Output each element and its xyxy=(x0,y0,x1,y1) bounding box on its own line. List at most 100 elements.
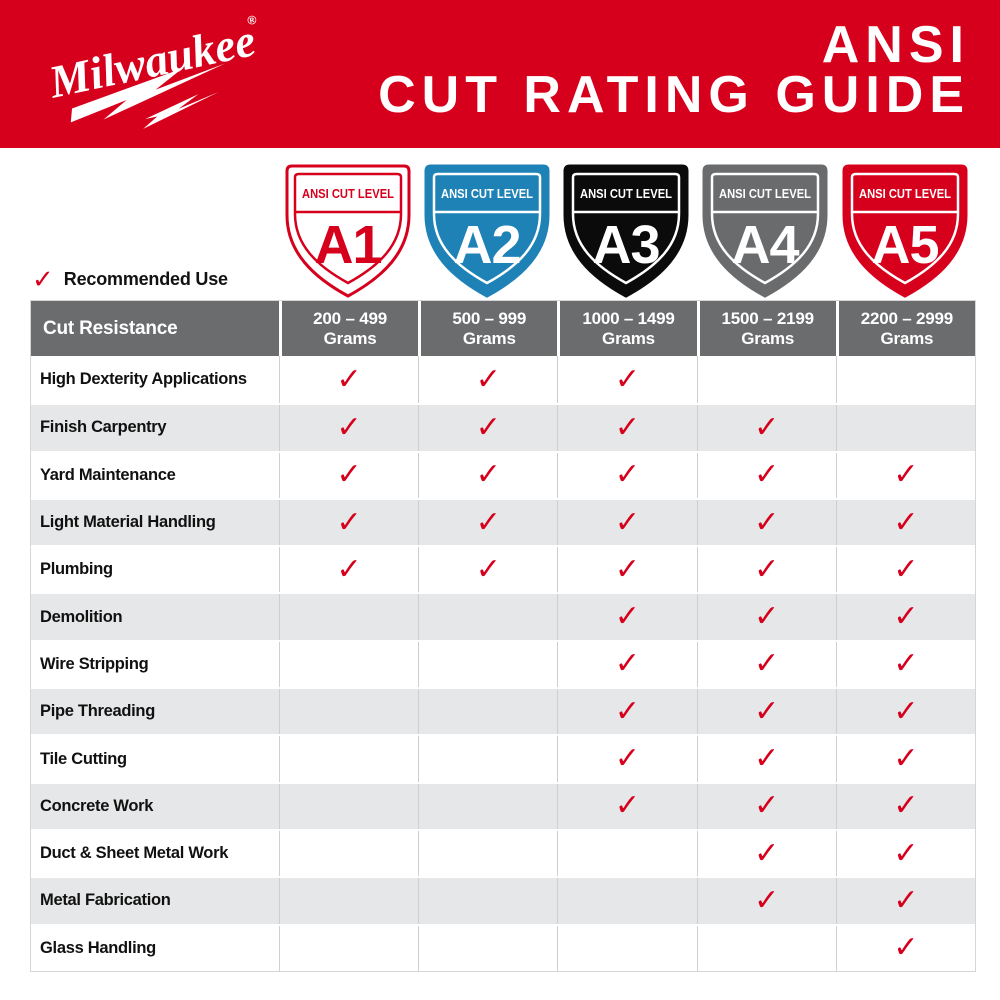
gram-range: 1500 – 2199 xyxy=(721,308,815,328)
column-header-a5: 2200 – 2999 Grams xyxy=(835,301,975,356)
checkmark-icon: ✓ xyxy=(893,552,919,586)
check-cell-a4 xyxy=(696,925,836,971)
check-cell-a5: ✓ xyxy=(835,878,975,924)
check-cell-a4: ✓ xyxy=(696,452,836,498)
ansi-level-badge-a5: ANSI CUT LEVEL A5 xyxy=(840,163,970,299)
check-cell-a5: ✓ xyxy=(835,499,975,546)
row-label-cell: Glass Handling xyxy=(31,926,279,971)
corner-header-label: Cut Resistance xyxy=(43,317,178,339)
row-label: Wire Stripping xyxy=(40,654,149,673)
row-label: Light Material Handling xyxy=(40,513,216,532)
checkmark-icon: ✓ xyxy=(893,789,919,823)
row-label-cell: Metal Fabrication xyxy=(31,878,279,923)
badge-band-label: ANSI CUT LEVEL xyxy=(719,186,811,201)
check-cell-a2 xyxy=(418,736,557,782)
check-cell-a4: ✓ xyxy=(696,405,836,451)
column-header-a2: 500 – 999 Grams xyxy=(418,301,558,356)
row-label: Duct & Sheet Metal Work xyxy=(40,844,229,863)
check-cell-a4: ✓ xyxy=(696,641,836,688)
checkmark-icon: ✓ xyxy=(893,931,919,965)
checkmark-icon: ✓ xyxy=(614,742,641,776)
checkmark-icon: ✓ xyxy=(754,600,780,634)
check-cell-a5 xyxy=(835,356,975,404)
checkmark-icon: ✓ xyxy=(475,552,501,586)
check-cell-a2 xyxy=(418,689,557,735)
check-cell-a3 xyxy=(557,925,696,971)
check-cell-a2 xyxy=(418,878,557,924)
checkmark-icon: ✓ xyxy=(614,362,641,396)
check-cell-a2: ✓ xyxy=(418,452,557,498)
gram-range: 500 – 999 xyxy=(452,308,527,328)
corner-header-cut-resistance: Cut Resistance xyxy=(31,301,279,356)
check-cell-a4: ✓ xyxy=(696,878,836,924)
check-cell-a5: ✓ xyxy=(835,830,975,877)
badge-band-label: ANSI CUT LEVEL xyxy=(859,186,951,201)
check-cell-a5: ✓ xyxy=(835,594,975,640)
column-header-a3: 1000 – 1499 Grams xyxy=(557,301,697,356)
checkmark-icon: ✓ xyxy=(893,600,919,634)
table-row: Yard Maintenance ✓ ✓ ✓ ✓ ✓ xyxy=(31,450,975,498)
check-cell-a1 xyxy=(279,736,418,782)
badge-level-text: A2 xyxy=(453,215,520,275)
ansi-level-badge-a4: ANSI CUT LEVEL A4 xyxy=(700,163,830,299)
gram-range: 200 – 499 xyxy=(313,308,388,328)
row-label-cell: Demolition xyxy=(31,594,279,639)
checkmark-icon: ✓ xyxy=(475,362,501,396)
check-cell-a1 xyxy=(279,783,418,829)
checkmark-icon: ✓ xyxy=(893,647,919,681)
title-line-ansi: ANSI xyxy=(821,16,970,74)
checkmark-icon: ✓ xyxy=(893,883,919,917)
gram-range: 1000 – 1499 xyxy=(582,308,675,328)
row-label-cell: Duct & Sheet Metal Work xyxy=(31,831,279,876)
badge-level-text: A4 xyxy=(731,215,799,275)
check-cell-a2: ✓ xyxy=(418,405,557,451)
row-label: Tile Cutting xyxy=(40,749,127,768)
row-label: Concrete Work xyxy=(40,796,154,815)
table-row: High Dexterity Applications ✓ ✓ ✓ xyxy=(31,356,975,404)
badge-level-text: A3 xyxy=(592,215,659,275)
checkmark-icon: ✓ xyxy=(336,458,362,492)
check-cell-a3 xyxy=(557,878,696,924)
table-header-row: Cut Resistance 200 – 499 Grams 500 – 999… xyxy=(31,301,975,356)
checkmark-icon: ✓ xyxy=(336,410,362,444)
row-label: Metal Fabrication xyxy=(40,891,171,910)
table-row: Wire Stripping ✓ ✓ ✓ xyxy=(31,639,975,688)
gram-range: 2200 – 2999 xyxy=(860,308,954,328)
check-cell-a5: ✓ xyxy=(835,641,975,688)
check-cell-a5: ✓ xyxy=(835,452,975,498)
row-label: Finish Carpentry xyxy=(40,418,167,437)
check-cell-a1 xyxy=(279,878,418,924)
row-label: Glass Handling xyxy=(40,938,156,957)
checkmark-icon: ✓ xyxy=(614,458,641,492)
badge-band-label: ANSI CUT LEVEL xyxy=(441,186,533,201)
shield-icon: ANSI CUT LEVEL A5 xyxy=(842,164,968,298)
shield-icon: ANSI CUT LEVEL A1 xyxy=(285,164,411,298)
check-cell-a2 xyxy=(418,783,557,829)
check-cell-a1: ✓ xyxy=(279,452,418,498)
checkmark-icon: ✓ xyxy=(754,789,780,823)
checkmark-icon: ✓ xyxy=(754,458,780,492)
table-row: Concrete Work ✓ ✓ ✓ xyxy=(31,781,975,829)
row-label-cell: Plumbing xyxy=(31,547,279,592)
check-cell-a4: ✓ xyxy=(696,499,836,546)
checkmark-icon: ✓ xyxy=(754,647,780,681)
check-cell-a3: ✓ xyxy=(557,594,696,640)
badge-level-text: A1 xyxy=(314,215,381,275)
check-cell-a3: ✓ xyxy=(557,547,696,593)
table-row: Light Material Handling ✓ ✓ ✓ ✓ ✓ xyxy=(31,497,975,546)
checkmark-icon: ✓ xyxy=(893,458,919,492)
lightning-bolt-icon xyxy=(70,63,226,123)
ansi-level-badge-a2: ANSI CUT LEVEL A2 xyxy=(422,163,552,299)
check-cell-a4: ✓ xyxy=(696,547,836,593)
table-row: Tile Cutting ✓ ✓ ✓ xyxy=(31,734,975,782)
check-cell-a4: ✓ xyxy=(696,594,836,640)
checkmark-icon: ✓ xyxy=(614,552,641,586)
row-label: High Dexterity Applications xyxy=(40,370,247,389)
checkmark-icon: ✓ xyxy=(614,694,641,728)
checkmark-icon: ✓ xyxy=(754,883,780,917)
column-header-a4: 1500 – 2199 Grams xyxy=(696,301,836,356)
checkmark-icon: ✓ xyxy=(475,458,501,492)
row-label-cell: Finish Carpentry xyxy=(31,405,279,450)
checkmark-icon: ✓ xyxy=(614,600,641,634)
checkmark-icon: ✓ xyxy=(754,742,780,776)
